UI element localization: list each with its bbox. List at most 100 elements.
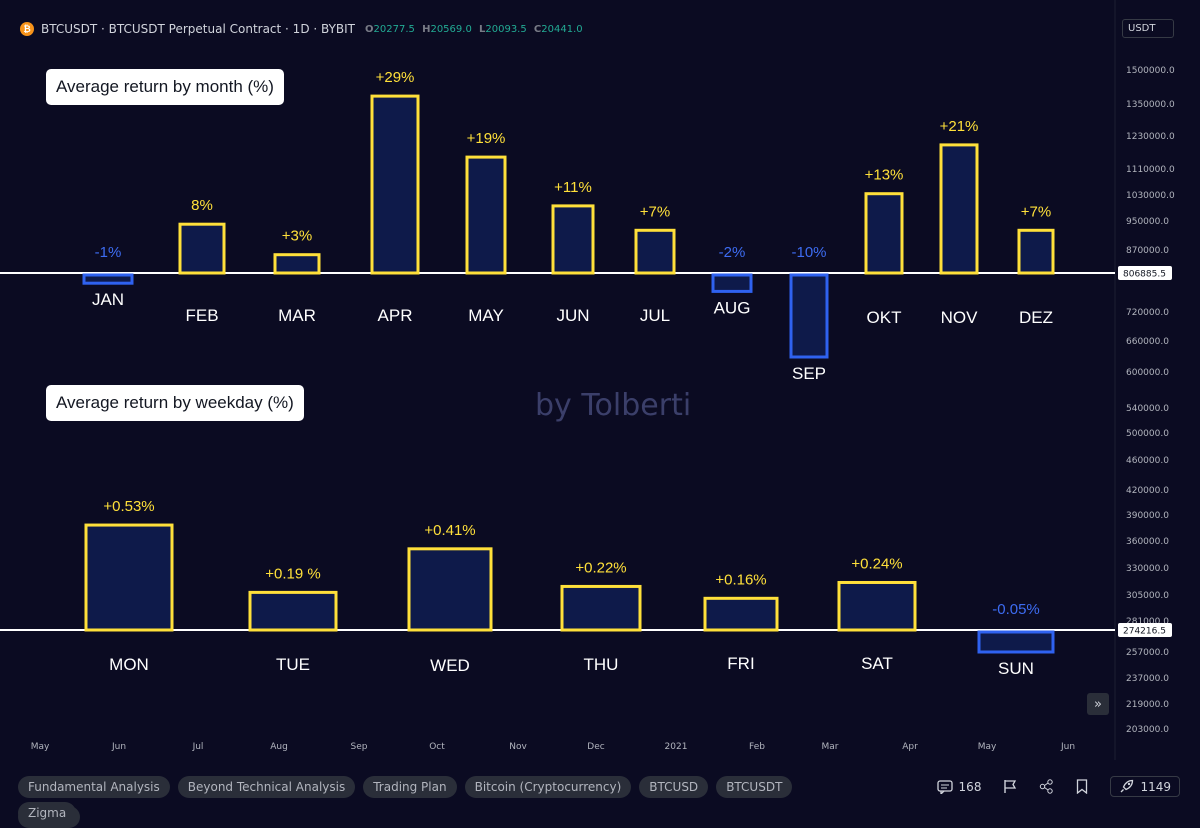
time-axis-label: Feb [749, 742, 765, 752]
price-axis-label: 281000.0 [1126, 617, 1169, 627]
tag-bitcoin-cryptocurrency[interactable]: Bitcoin (Cryptocurrency) [464, 776, 632, 798]
price-axis-label: 600000.0 [1126, 368, 1169, 378]
category-label: FRI [727, 654, 754, 673]
chart-canvas: 1500000.0 1350000.0 1230000.0 1110000.0 1030… [0, 0, 1175, 760]
share-icon [1040, 779, 1054, 794]
category-label: MAR [278, 306, 316, 325]
category-label: JUN [556, 306, 589, 325]
data-label: +19% [467, 130, 506, 147]
month-chart-title: Average return by month (%) [46, 69, 284, 105]
time-axis-label: Aug [270, 742, 288, 752]
category-label: OKT [867, 308, 902, 327]
comments-button[interactable]: 168 [936, 779, 982, 794]
price-axis-label: 1110000.0 [1126, 165, 1175, 175]
ohlc-close-value: 20441.0 [541, 23, 583, 35]
bar-may [465, 155, 507, 275]
data-label: +21% [940, 118, 979, 135]
price-axis-label: 870000.0 [1126, 246, 1169, 256]
boosts-count: 1149 [1140, 779, 1171, 794]
price-axis-label: 500000.0 [1126, 429, 1169, 439]
price-marker-label: 274216.5 [1123, 627, 1166, 637]
share-button[interactable] [1039, 779, 1054, 794]
category-label: SAT [861, 654, 893, 673]
time-axis-label: 2021 [664, 742, 688, 752]
time-axis-label: May [977, 742, 997, 752]
data-label: +0.41% [424, 522, 475, 539]
price-axis-label: 330000.0 [1126, 564, 1169, 574]
bitcoin-logo-icon: ₿ [20, 22, 34, 36]
data-label: +0.53% [103, 498, 154, 515]
comments-count: 168 [958, 779, 982, 794]
category-label: APR [378, 306, 413, 325]
price-marker-box [1118, 623, 1172, 637]
time-axis: May Jun Jul Aug Sep Oct Nov Dec 2021 Feb Mar Apr May… [0, 742, 1115, 758]
time-axis-label: May [30, 742, 50, 752]
bar-thu [560, 584, 642, 632]
price-axis-label: 203000.0 [1126, 725, 1169, 735]
price-marker-label: 806885.5 [1123, 270, 1166, 280]
rocket-icon [1120, 779, 1134, 793]
tag-btcusdt[interactable]: BTCUSDT [716, 776, 793, 798]
bookmark-button[interactable] [1076, 779, 1088, 794]
tag-trading-plan[interactable]: Trading Plan [363, 776, 457, 798]
comment-icon [936, 779, 953, 794]
bar-aug [711, 273, 753, 293]
price-axis-label: 720000.0 [1126, 308, 1169, 318]
boost-button[interactable]: 1149 [1110, 776, 1180, 797]
category-label: DEZ [1019, 308, 1053, 327]
data-label: +0.19 % [265, 565, 320, 582]
time-axis-label: Mar [821, 742, 839, 752]
ohlc-open-key: O [365, 23, 374, 35]
bar-apr [370, 94, 420, 275]
symbol-title[interactable]: BTCUSDT · BTCUSDT Perpetual Contract · 1… [41, 22, 356, 36]
data-label: -1% [95, 244, 122, 261]
price-marker-box [1118, 266, 1172, 280]
price-axis-label: 360000.0 [1126, 537, 1169, 547]
price-axis-label: 1230000.0 [1126, 132, 1175, 142]
tag-beyond-technical-analysis[interactable]: Beyond Technical Analysis [177, 776, 356, 798]
bar-feb [178, 222, 226, 275]
bar-jul [634, 228, 676, 275]
price-axis-label: 420000.0 [1126, 486, 1169, 496]
scroll-to-realtime-button[interactable]: » [1087, 693, 1109, 715]
data-label: -0.05% [992, 601, 1040, 618]
price-axis-label: 219000.0 [1126, 700, 1169, 710]
ohlc-open-value: 20277.5 [373, 23, 415, 35]
time-axis-label: Dec [587, 742, 605, 752]
bar-okt [864, 192, 904, 275]
data-label: +13% [865, 167, 904, 184]
tag-fundamental-analysis[interactable]: Fundamental Analysis [18, 776, 170, 798]
tag-btcusd[interactable]: BTCUSD [639, 776, 709, 798]
bar-mon [84, 523, 174, 632]
data-label: +11% [554, 179, 592, 196]
price-axis-label: 1350000.0 [1126, 100, 1175, 110]
time-axis-label: Nov [509, 742, 527, 752]
time-axis-label: Jun [1060, 742, 1076, 752]
footer: Fundamental Analysis Beyond Technical Ana… [0, 766, 1200, 828]
bar-sep [789, 273, 829, 359]
chart-header: ₿ BTCUSDT · BTCUSDT Perpetual Contract ·… [20, 19, 587, 39]
month-chart: -1% JAN 8% FEB +3% MAR +29% APR +19% MAY +11% JUN +7… [0, 69, 1115, 383]
flag-icon [1004, 780, 1017, 793]
ohlc-close-key: C [533, 23, 542, 35]
bar-jan [82, 273, 134, 285]
tag-list: Fundamental Analysis Beyond Technical Ana… [18, 776, 838, 828]
category-label: FEB [185, 306, 218, 325]
data-label: 8% [191, 197, 213, 214]
flag-button[interactable] [1003, 779, 1017, 794]
data-label: +0.22% [575, 559, 626, 576]
category-label: MAY [468, 306, 504, 325]
time-axis-label: Apr [902, 742, 918, 752]
data-label: +7% [1021, 203, 1051, 220]
time-axis-label: Jul [192, 742, 204, 752]
currency-button[interactable]: USDT [1122, 19, 1174, 38]
bar-wed [407, 547, 493, 632]
tag-zigma[interactable]: Zigma [18, 802, 77, 824]
ohlc-low-value: 20093.5 [485, 23, 527, 35]
bar-mar [273, 253, 321, 275]
category-label: WED [430, 656, 470, 675]
time-axis-label: Sep [350, 742, 368, 752]
price-axis-label: 305000.0 [1126, 591, 1169, 601]
ohlc-high-key: H [422, 23, 431, 35]
time-axis-label: Jun [111, 742, 127, 752]
